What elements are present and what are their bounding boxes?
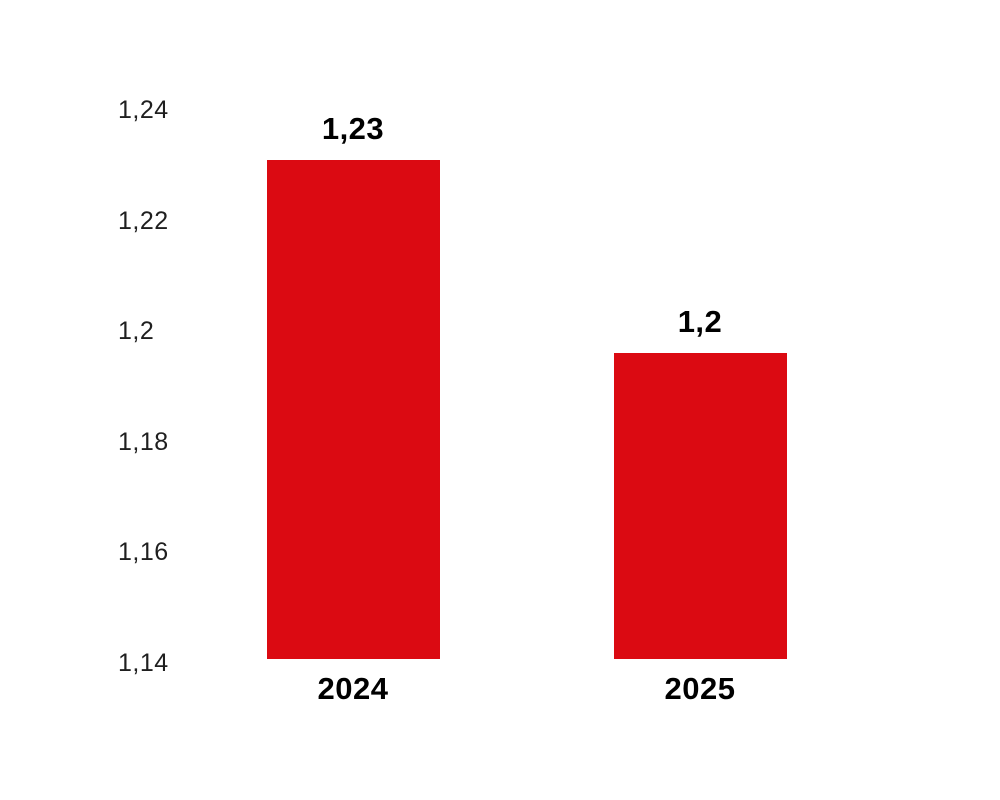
bar-2024	[266, 159, 440, 659]
y-axis-tick-label: 1,16	[118, 538, 169, 567]
y-axis-tick-label: 1,24	[118, 96, 169, 124]
bar-2025	[613, 353, 787, 659]
y-axis-tick-label: 1,18	[118, 427, 169, 456]
y-axis-tick-label: 1,22	[118, 206, 169, 235]
bar-value-label: 1,23	[321, 110, 385, 146]
y-axis-tick-label: 1,2	[118, 317, 155, 346]
x-category-label: 2025	[664, 671, 736, 706]
y-axis-tick-label: 1,14	[118, 649, 169, 677]
x-category-label: 2024	[317, 671, 389, 706]
bar-value-label: 1,2	[677, 304, 723, 340]
